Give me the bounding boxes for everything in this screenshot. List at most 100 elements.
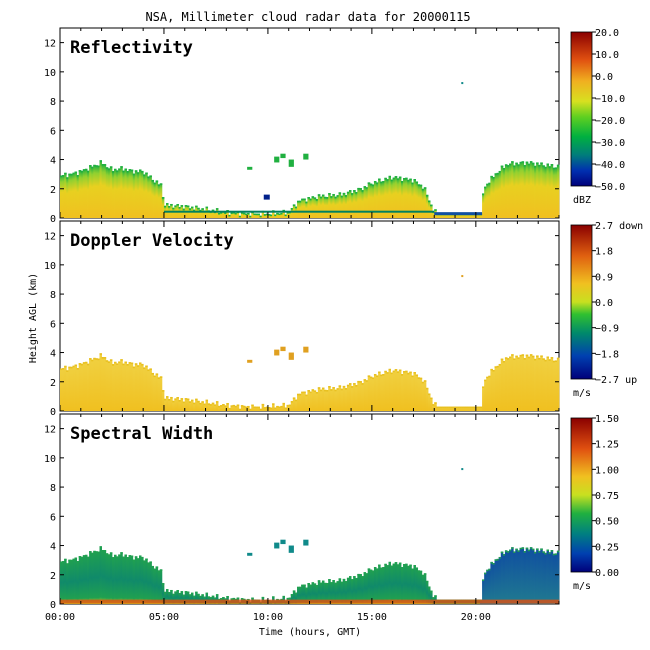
echo-edge bbox=[141, 170, 144, 173]
echo-edge bbox=[498, 170, 502, 173]
echo-edge bbox=[398, 369, 402, 372]
colorbar-unit: m/s bbox=[573, 581, 591, 592]
echo-column bbox=[93, 550, 96, 604]
reflectivity-cloud-returns bbox=[60, 82, 560, 218]
echo-column bbox=[68, 173, 71, 218]
echo-edge bbox=[128, 555, 132, 557]
echo-edge bbox=[556, 550, 560, 553]
echo-column bbox=[511, 354, 514, 411]
echo-edge bbox=[515, 548, 518, 551]
echo-column bbox=[517, 164, 520, 218]
echo-column bbox=[66, 563, 69, 604]
echo-edge bbox=[124, 554, 127, 557]
echo-column bbox=[182, 208, 186, 218]
echo-edge bbox=[207, 403, 211, 405]
echo-edge bbox=[430, 397, 433, 400]
echo-edge bbox=[371, 184, 375, 187]
echo-edge bbox=[66, 370, 69, 372]
echo-edge bbox=[159, 569, 163, 571]
echo-edge bbox=[309, 198, 312, 201]
echo-edge bbox=[163, 591, 167, 594]
echo-column bbox=[151, 372, 154, 411]
echo-edge bbox=[490, 175, 493, 178]
echo-column bbox=[218, 405, 221, 411]
echo-edge bbox=[155, 373, 159, 376]
echo-column bbox=[245, 406, 248, 411]
echo-edge bbox=[376, 568, 379, 571]
echo-edge bbox=[105, 553, 109, 555]
echo-edge bbox=[519, 354, 522, 357]
y-tick-label: 2 bbox=[50, 571, 56, 582]
echo-edge bbox=[305, 587, 308, 590]
echo-edge bbox=[151, 372, 154, 375]
echo-edge bbox=[411, 375, 414, 378]
echo-edge bbox=[122, 556, 125, 559]
echo-column bbox=[396, 178, 400, 218]
echo-edge bbox=[147, 369, 150, 372]
echo-edge bbox=[199, 209, 202, 212]
echo-edge bbox=[97, 358, 100, 361]
echo-column bbox=[340, 388, 344, 411]
echo-edge bbox=[197, 593, 200, 596]
colorbar-tick-label: 1.25 bbox=[595, 440, 619, 451]
echo-edge bbox=[338, 385, 342, 387]
echo-edge bbox=[419, 184, 423, 187]
echo-edge bbox=[448, 406, 452, 409]
echo-edge bbox=[205, 399, 209, 402]
echo-column bbox=[365, 573, 369, 604]
colorbar-tick-label: 0.00 bbox=[595, 568, 619, 579]
echo-column bbox=[351, 386, 354, 411]
echo-edge bbox=[272, 596, 275, 598]
echo-column bbox=[425, 194, 429, 218]
x-tick-label: 15:00 bbox=[357, 612, 387, 623]
echo-column bbox=[207, 403, 211, 411]
echo-column bbox=[415, 374, 419, 411]
colorbar-tick-label: 0.0 bbox=[595, 72, 613, 83]
echo-column bbox=[373, 374, 377, 411]
echo-column bbox=[182, 594, 186, 604]
echo-edge bbox=[515, 355, 518, 358]
echo-edge bbox=[76, 175, 80, 177]
echo-column bbox=[176, 589, 179, 604]
colorbar-tick-label: −50.0 bbox=[595, 182, 625, 193]
colorbar-swatch bbox=[570, 31, 593, 187]
echo-edge bbox=[60, 175, 63, 178]
echo-edge bbox=[351, 193, 354, 195]
echo-column bbox=[326, 583, 329, 604]
echo-edge bbox=[534, 358, 537, 361]
echo-edge bbox=[415, 567, 419, 570]
x-tick-label: 00:00 bbox=[45, 612, 75, 623]
echo-column bbox=[482, 193, 485, 218]
echo-edge bbox=[193, 402, 196, 405]
echo-column bbox=[353, 383, 356, 411]
echo-column bbox=[222, 404, 225, 411]
echo-edge bbox=[238, 215, 242, 218]
echo-edge bbox=[218, 405, 221, 408]
echo-column bbox=[159, 376, 163, 411]
echo-column bbox=[409, 564, 412, 604]
echo-patch bbox=[303, 153, 309, 160]
echo-column bbox=[97, 358, 100, 411]
echo-column bbox=[471, 406, 475, 411]
echo-edge bbox=[120, 359, 123, 361]
echo-column bbox=[413, 372, 416, 411]
echo-column bbox=[168, 399, 171, 411]
echo-edge bbox=[509, 549, 512, 552]
echo-column bbox=[444, 406, 448, 411]
echo-edge bbox=[407, 372, 410, 375]
echo-column bbox=[305, 394, 308, 411]
echo-edge bbox=[240, 598, 244, 600]
echo-column bbox=[405, 177, 408, 218]
echo-column bbox=[78, 170, 82, 218]
echo-column bbox=[105, 360, 109, 411]
echo-column bbox=[340, 195, 344, 218]
echo-patch bbox=[247, 552, 253, 556]
echo-column bbox=[367, 568, 371, 604]
echo-edge bbox=[463, 406, 466, 409]
echo-edge bbox=[240, 405, 244, 407]
echo-edge bbox=[78, 556, 82, 558]
echo-edge bbox=[338, 192, 342, 194]
echo-edge bbox=[153, 375, 157, 378]
echo-column bbox=[174, 398, 177, 411]
echo-column bbox=[417, 570, 421, 604]
